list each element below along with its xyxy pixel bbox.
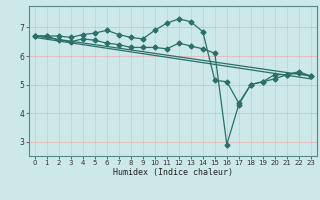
X-axis label: Humidex (Indice chaleur): Humidex (Indice chaleur) xyxy=(113,168,233,177)
